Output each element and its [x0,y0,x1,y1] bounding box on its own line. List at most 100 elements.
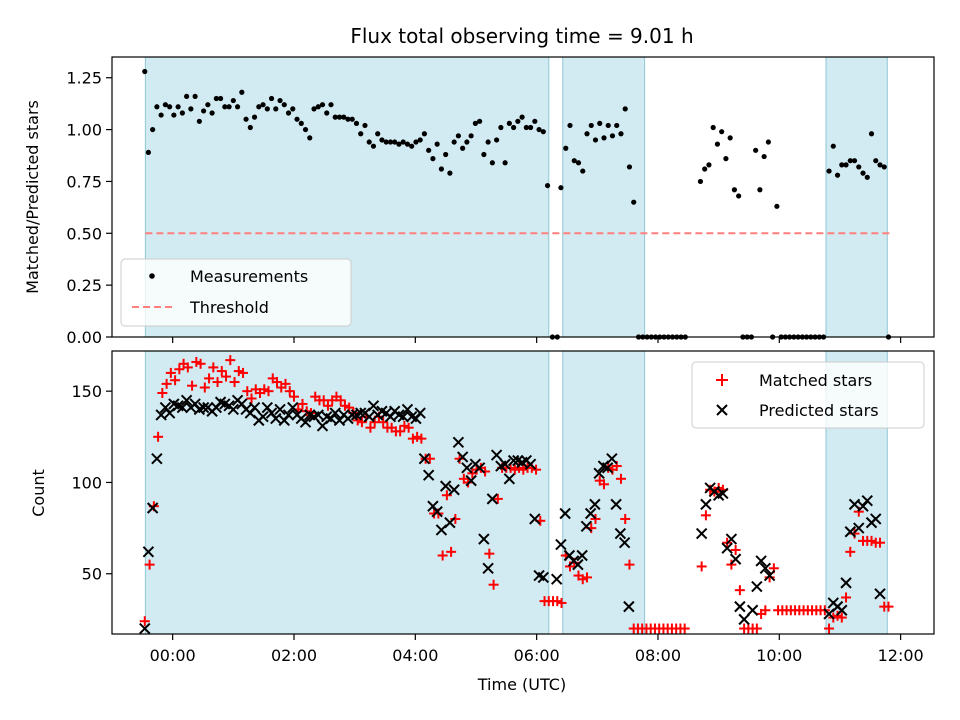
matched-star-point [598,479,609,490]
measurement-point [315,104,321,110]
predicted-star-point [738,613,750,626]
predicted-star-point [580,520,593,532]
predicted-star-point [606,453,618,465]
measurement-point [417,137,423,143]
measurement-point [609,133,616,139]
measurement-point [502,160,508,166]
measurement-point [584,131,590,137]
matched-star-point [157,387,168,398]
predicted-star-point [610,498,622,511]
predicted-star-point [363,411,375,423]
measurement-point [731,187,738,193]
measurement-point [167,104,173,110]
x-tick-label: 06:00 [514,646,560,665]
shaded-interval [825,56,888,338]
matched-star-point [624,559,635,570]
matched-star-point [836,612,847,623]
matched-star-point [403,422,414,433]
predicted-star-point [355,407,367,419]
legend-measurements-label: Measurements [190,267,308,286]
matched-star-point [288,391,299,402]
predicted-star-point [227,403,240,416]
predicted-star-point [248,401,261,414]
predicted-stars-points [139,394,886,635]
measurement-point [370,143,377,149]
predicted-star-point [478,533,490,545]
predicted-star-point [151,453,163,465]
measurement-point [234,104,241,110]
measurement-point [864,174,870,180]
measurement-point [226,104,232,110]
predicted-star-point [473,462,486,474]
predicted-star-point [700,498,712,511]
bottom-legend-box [691,361,925,429]
predicted-star-point [142,546,155,558]
top-legend: Measurements Threshold [120,258,352,327]
matched-star-point [620,513,631,524]
predicted-star-point [550,573,563,585]
predicted-star-point [257,411,269,423]
predicted-star-point [618,537,631,549]
predicted-star-point [180,394,193,407]
measurement-point [622,106,628,112]
shaded-interval [144,350,550,635]
x-tick-label: 10:00 [756,646,802,665]
predicted-star-point [507,454,520,467]
measurement-point [515,118,521,124]
measurement-point [601,135,607,141]
top-legend-box [120,258,352,327]
measurement-point [498,124,504,131]
predicted-star-point [503,473,516,485]
measurement-point [290,106,296,112]
predicted-star-point [439,480,452,492]
matched-star-point [734,585,745,596]
predicted-star-point [623,600,635,613]
bottom-panel: 50 100 150 00:00 02:00 04:00 06:00 08:00 10:00 1… [29,350,935,694]
predicted-star-point [499,458,511,470]
predicted-star-point [139,622,151,635]
measurement-point [366,139,372,145]
measurement-point [714,141,721,147]
measurement-point [230,97,236,104]
matched-star-point [446,546,457,557]
measurement-point [302,126,309,133]
measurement-point [489,160,495,166]
y-tick-label: 50 [82,565,102,584]
matched-star-point [246,393,257,404]
measurement-point [332,114,338,120]
predicted-star-point [746,604,759,616]
legend-measurements-marker [149,273,155,279]
predicted-star-point [725,533,738,545]
matched-star-point [492,493,503,504]
predicted-star-point [456,451,469,463]
matched-star-point [395,426,406,437]
matched-star-point [480,466,491,477]
measurement-point [523,124,529,131]
matched-star-point [318,395,329,406]
measurement-point [175,104,181,110]
predicted-star-point [329,407,341,419]
matched-star-point [730,545,741,556]
measurement-point [868,131,875,137]
measurement-point [256,104,262,110]
measurement-point [358,131,364,137]
measurement-point [851,158,858,164]
measurement-point [336,114,343,120]
matched-star-point [450,513,461,524]
measurement-point [464,139,470,145]
matched-star-point [182,362,193,373]
matched-star-point [556,597,567,608]
measurement-point [277,97,283,104]
matched-star-point [437,550,448,561]
matched-star-point [297,398,308,409]
y-tick-label: 0.50 [66,224,102,243]
matched-star-point [139,616,150,627]
measurement-point [192,93,198,100]
bottom-y-axis-label: Count [29,469,48,517]
predicted-star-point [763,569,776,582]
measurement-point [540,129,546,135]
measurement-point [736,193,742,199]
measurement-point [881,164,887,170]
measurement-point [387,139,394,145]
measurement-point [383,139,389,145]
